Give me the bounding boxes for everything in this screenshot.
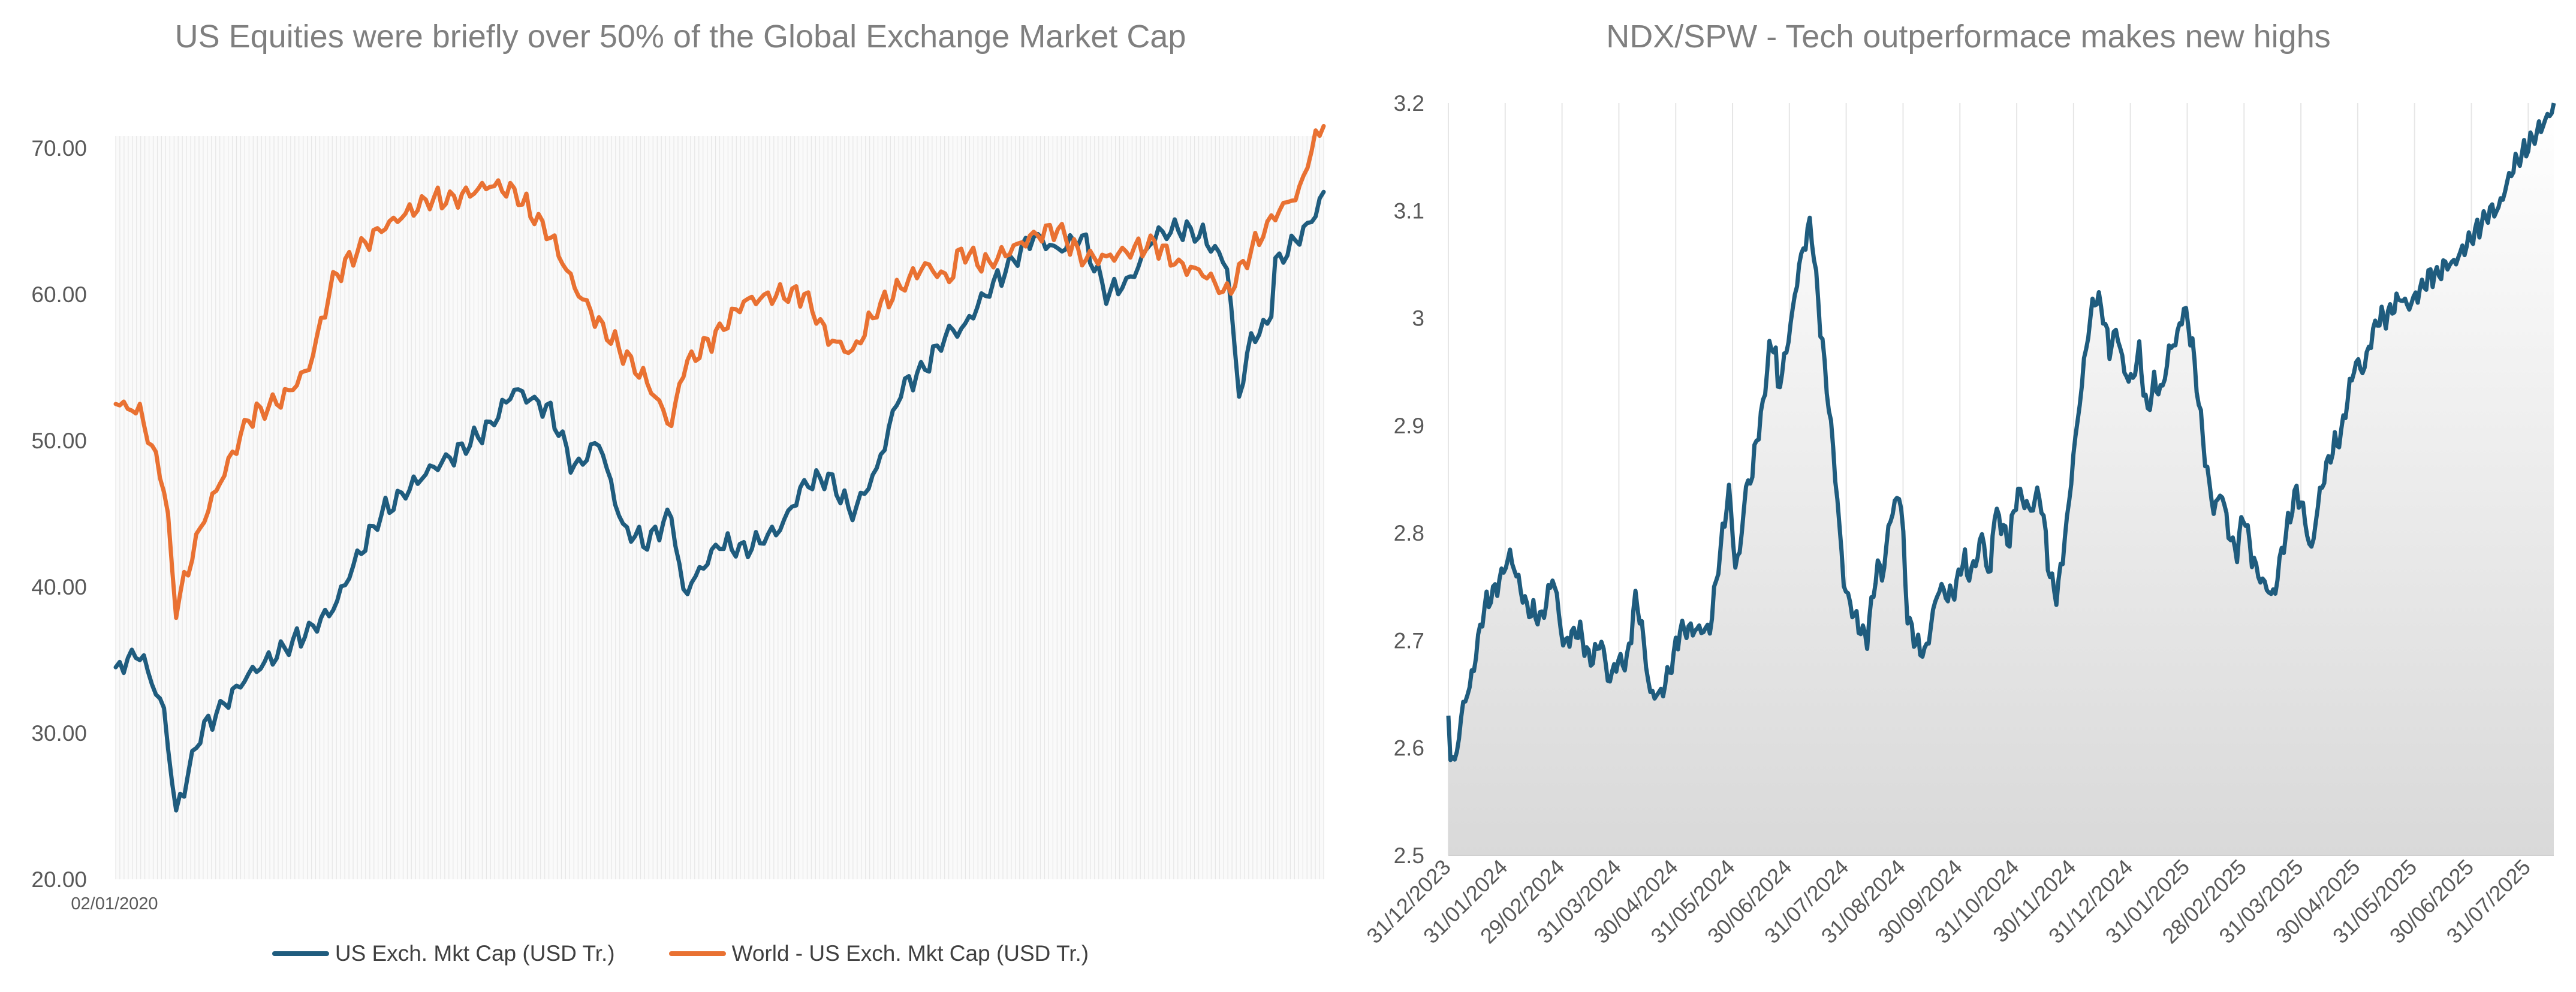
series-line-ndx-spw xyxy=(1446,102,2556,762)
legend-label-world: World - US Exch. Mkt Cap (USD Tr.) xyxy=(731,941,1089,966)
right-chart-plot: 2.52.62.72.82.933.13.231/12/202331/01/20… xyxy=(1361,91,2556,948)
legend-swatch-world xyxy=(668,951,726,956)
series-line-us xyxy=(113,189,1326,813)
y-tick-label: 60.00 xyxy=(31,282,87,307)
series-area-ndx-spw xyxy=(1448,103,2554,855)
y-tick-label: 30.00 xyxy=(31,721,87,746)
legend-item-us: US Exch. Mkt Cap (USD Tr.) xyxy=(272,941,615,966)
legend-item-world: World - US Exch. Mkt Cap (USD Tr.) xyxy=(668,941,1089,966)
y-tick-label: 3.2 xyxy=(1394,91,1424,116)
y-tick-label: 50.00 xyxy=(31,429,87,453)
left-chart-title: US Equities were briefly over 50% of the… xyxy=(174,19,1186,55)
legend-swatch-us xyxy=(272,951,329,956)
y-tick-label: 2.9 xyxy=(1394,414,1424,438)
x-tick-label: 02/01/2020 xyxy=(71,894,158,913)
left-chart-legend: US Exch. Mkt Cap (USD Tr.) World - US Ex… xyxy=(0,941,1361,966)
y-tick-label: 3.1 xyxy=(1394,198,1424,223)
right-chart-panel: NDX/SPW - Tech outperformace makes new h… xyxy=(1361,0,2576,992)
y-tick-label: 2.8 xyxy=(1394,521,1424,545)
y-tick-label: 3 xyxy=(1412,306,1424,331)
y-tick-label: 2.5 xyxy=(1394,843,1424,868)
y-tick-label: 70.00 xyxy=(31,136,87,161)
left-chart-plot: 20.00 30.00 40.00 50.00 60.00 70.00 02/01/2020 xyxy=(31,123,1326,913)
right-chart-title: NDX/SPW - Tech outperformace makes new h… xyxy=(1606,19,2331,55)
y-tick-label: 2.6 xyxy=(1394,736,1424,761)
series-line-world xyxy=(113,123,1326,620)
y-tick-label: 40.00 xyxy=(31,575,87,599)
left-chart-panel: US Equities were briefly over 50% of the… xyxy=(0,19,1361,966)
legend-label-us: US Exch. Mkt Cap (USD Tr.) xyxy=(335,941,615,966)
y-tick-label: 20.00 xyxy=(31,867,87,892)
y-tick-label: 2.7 xyxy=(1394,628,1424,653)
vertical-grid xyxy=(115,136,1324,879)
